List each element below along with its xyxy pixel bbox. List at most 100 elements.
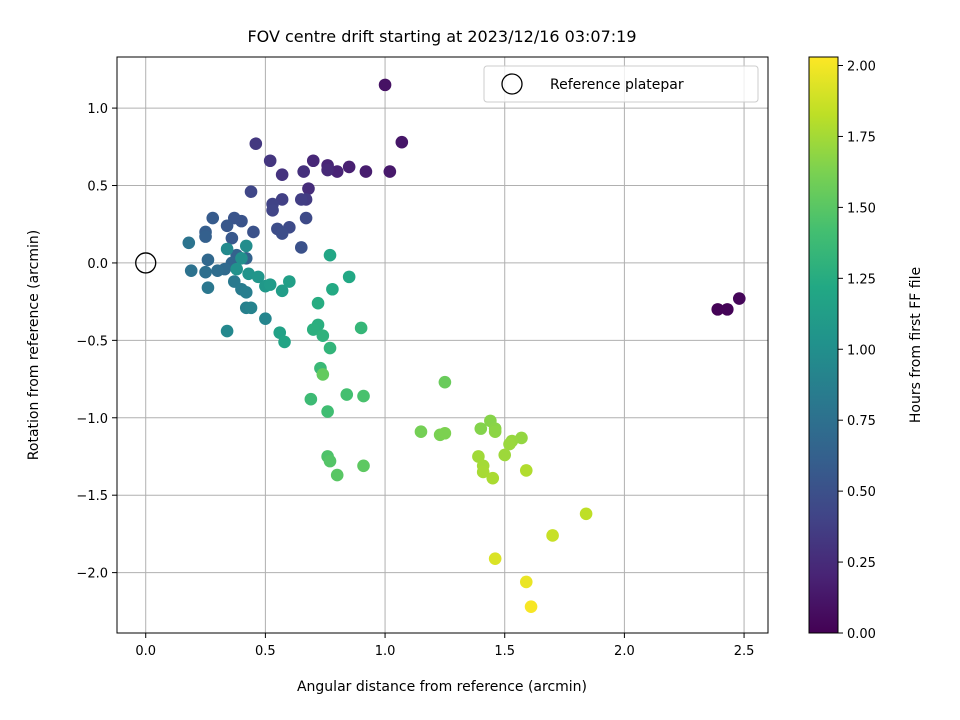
scatter-point [498,448,512,462]
scatter-point [201,281,215,295]
scatter-point [486,471,500,485]
scatter-point [711,303,725,316]
scatter-point [184,264,198,277]
legend-label: Reference platepar [550,77,684,93]
scatter-point [230,262,243,276]
scatter-point [302,182,315,195]
scatter-point [546,529,559,542]
x-tick-label: 1.5 [494,644,515,659]
colorbar-tick-label: 0.75 [847,414,876,429]
legend: Reference platepar [483,65,759,103]
scatter-point [206,211,220,225]
scatter-point [251,270,265,284]
colorbar-gradient [808,56,839,634]
scatter-point [306,154,320,168]
scatter-point [395,135,409,149]
colorbar-tick-label: 1.00 [847,343,876,358]
scatter-point [357,459,370,473]
colorbar-tick-label: 1.75 [847,130,876,145]
scatter-point [283,275,296,288]
scatter-point [201,253,215,267]
scatter-point [330,165,344,178]
scatter-point [275,168,289,181]
scatter-point [199,230,212,243]
y-axis-ticks: 1.0 0.5 0.0 −0.5 −1.0 −1.5 −2.0 [76,102,117,582]
legend-box [483,65,759,103]
x-tick-label: 2.0 [614,644,635,659]
scatter-point [326,282,339,296]
scatter-point [235,251,248,265]
scatter-point [306,323,320,336]
scatter-point [340,388,354,401]
scatter-point [476,465,490,479]
scatter-point [220,324,234,338]
scatter-point [297,165,310,178]
colorbar-tick-label: 0.50 [847,485,876,500]
scatter-point [278,335,291,349]
plot-frame [116,56,769,634]
scatter-point [524,600,538,613]
scatter-point [259,312,272,325]
colorbar: 0.00 0.25 0.50 0.75 1.00 1.25 1.50 1.75 2.00 Hou… [808,56,924,642]
scatter-point [414,425,428,439]
scatter-point [515,431,528,445]
y-tick-label: 1.0 [87,102,108,117]
colorbar-tick-label: 1.25 [847,272,876,287]
colorbar-tick-label: 0.25 [847,556,876,571]
y-tick-label: −1.5 [76,489,108,504]
scatter-point [359,165,373,178]
reference-platepar-marker [135,252,157,274]
x-tick-label: 1.0 [375,644,396,659]
scatter-point [330,468,344,482]
scatter-point [316,329,330,343]
scatter-point [519,575,533,589]
scatter-point [488,425,502,439]
legend-open-circle-icon [501,73,523,95]
scatter-point [263,154,277,168]
scatter-point [354,321,368,335]
scatter-point [519,464,533,477]
scatter-point [357,389,370,403]
scatter-point [342,270,356,284]
scatter-point [294,241,308,254]
scatter-point [488,552,502,565]
scatter-point [275,193,289,206]
x-tick-label: 0.5 [255,644,276,659]
scatter-point [182,236,196,250]
y-tick-label: −2.0 [76,567,108,582]
grid-lines [117,57,768,633]
scatter-point [244,301,258,315]
scatter-point [721,303,734,316]
y-tick-label: 0.5 [87,180,108,195]
scatter-point [299,211,313,225]
scatter-points [182,78,746,613]
colorbar-tick-label: 0.00 [847,627,876,642]
scatter-point [323,248,337,262]
y-tick-label: −0.5 [76,334,108,349]
scatter-point [199,265,212,279]
x-axis-label: Angular distance from reference (arcmin) [297,679,587,695]
colorbar-ticks: 0.00 0.25 0.50 0.75 1.00 1.25 1.50 1.75 2.00 [838,60,876,642]
scatter-point [242,267,255,281]
scatter-point [244,185,258,199]
scatter-point [579,507,593,521]
scatter-point [474,422,488,435]
scatter-point [225,231,239,245]
scatter-point [378,78,392,92]
scatter-point [321,405,334,418]
scatter-point [239,286,253,299]
scatter-point [342,160,356,174]
scatter-point [273,326,287,339]
scatter-point [275,227,289,240]
x-tick-label: 2.5 [734,644,755,659]
scatter-point [211,264,224,277]
scatter-point [239,239,253,253]
scatter-point [304,392,318,406]
scatter-point [316,368,330,381]
scatter-point [323,454,337,468]
scatter-point [438,375,452,389]
y-axis-label: Rotation from reference (arcmin) [26,230,42,460]
y-tick-label: −1.0 [76,412,108,427]
x-tick-label: 0.0 [135,644,156,659]
